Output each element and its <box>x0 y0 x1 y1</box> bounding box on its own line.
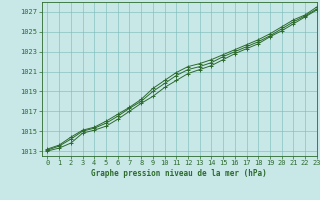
X-axis label: Graphe pression niveau de la mer (hPa): Graphe pression niveau de la mer (hPa) <box>91 169 267 178</box>
